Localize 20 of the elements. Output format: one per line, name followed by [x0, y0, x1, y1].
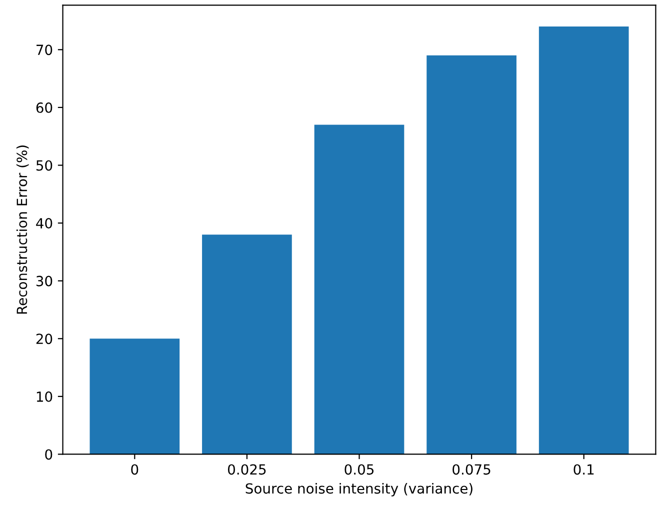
y-tick-label: 30 — [36, 276, 52, 286]
bar — [426, 55, 516, 454]
bar — [538, 26, 629, 454]
x-tick-label: 0.025 — [228, 464, 266, 475]
bar — [314, 124, 404, 454]
y-tick-label: 10 — [36, 391, 52, 402]
y-tick-label: 60 — [36, 102, 52, 113]
bar — [90, 338, 180, 454]
y-tick-label: 50 — [36, 160, 52, 171]
y-tick-label: 0 — [45, 449, 52, 460]
bar — [202, 234, 292, 454]
x-tick-label: 0.075 — [452, 464, 490, 475]
x-tick-label: 0.05 — [344, 464, 374, 475]
y-tick-label: 70 — [36, 44, 52, 56]
x-axis-title: Source noise intensity (variance) — [246, 482, 472, 496]
x-tick-label: 0 — [131, 464, 138, 475]
y-axis-title: Reconstruction Error (%) — [16, 146, 29, 314]
x-tick-label: 0.1 — [574, 464, 594, 475]
y-tick-label: 40 — [36, 218, 52, 229]
y-tick-label: 20 — [36, 334, 52, 344]
